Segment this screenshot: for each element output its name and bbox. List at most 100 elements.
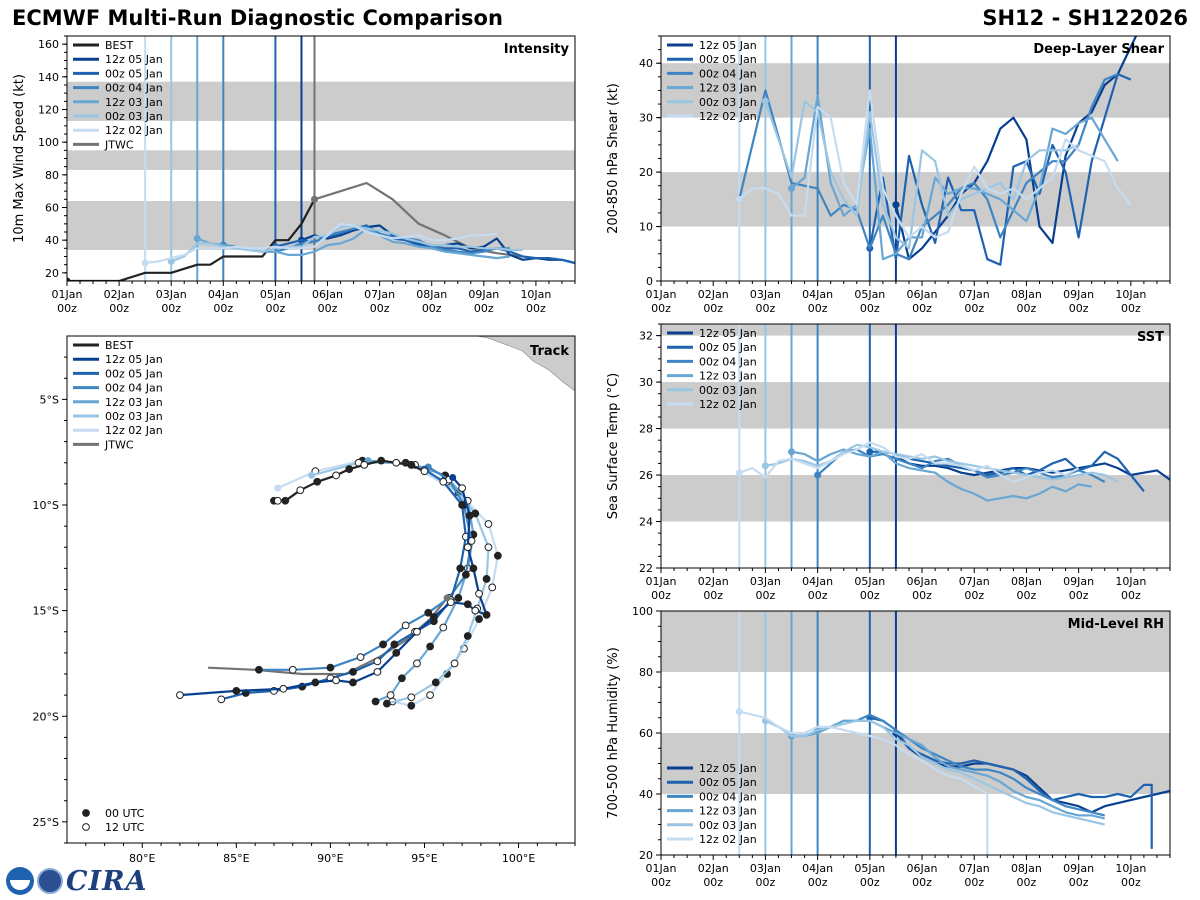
rh-y-tick-label: 100: [632, 605, 653, 618]
track-x-tick-label: 100°E: [502, 852, 535, 865]
intensity-series-start-dot: [67, 277, 71, 281]
track-line: [221, 468, 467, 701]
sst-series-start-dot: [814, 471, 822, 479]
cira-logo: CIRA: [6, 866, 148, 897]
intensity-y-tick-label: 120: [38, 104, 59, 117]
sst-frame: [660, 323, 1171, 569]
intensity-x-tick-label: 00z: [109, 302, 129, 315]
rh-y-tick-label: 60: [639, 727, 653, 740]
intensity-y-tick-label: 160: [38, 38, 59, 51]
track-init-dot: [449, 474, 457, 482]
track-legend-label: 00z 04 Jan: [105, 382, 163, 395]
sst-y-tick-label: 22: [639, 562, 653, 575]
track-position-marker: [463, 543, 472, 552]
rh-panel-title: Mid-Level RH: [1068, 617, 1164, 632]
rh-plot-area: [661, 611, 1170, 855]
track-plot-area: [175, 336, 575, 710]
track-position-marker: [360, 460, 369, 469]
shear-x-tick-label: 00z: [1069, 302, 1089, 315]
rh-x-tick-label: 05Jan: [854, 862, 885, 875]
intensity-legend-label: JTWC: [104, 138, 134, 151]
rh-x-tick-label: 01Jan: [646, 862, 677, 875]
track-landmass: [477, 336, 575, 392]
track-x-tick-label: 90°E: [317, 852, 343, 865]
sst-band: [661, 324, 1170, 336]
shear-band: [661, 63, 1170, 118]
intensity-legend-label: 12z 05 Jan: [105, 53, 163, 66]
intensity-legend-label: 00z 04 Jan: [105, 82, 163, 95]
shear-x-tick-label: 00z: [860, 302, 880, 315]
intensity-legend-label: BEST: [105, 39, 133, 52]
shear-y-tick-label: 40: [639, 57, 653, 70]
sst-x-tick-label: 00z: [651, 589, 671, 602]
rh-x-tick-label: 10Jan: [1115, 862, 1146, 875]
shear-y-tick-label: 10: [639, 221, 653, 234]
shear-series-line: [738, 89, 1132, 239]
intensity-x-tick-label: 00z: [266, 302, 286, 315]
intensity-x-tick-label: 06Jan: [312, 288, 343, 301]
sst-series-start-dot: [788, 448, 796, 456]
track-position-marker: [349, 667, 357, 676]
sst-series-start-dot: [735, 469, 743, 477]
track-position-marker: [296, 486, 305, 495]
sst-y-tick-label: 32: [639, 330, 653, 343]
shear-y-tick-label: 20: [639, 166, 653, 179]
sst-x-tick-label: 00z: [756, 589, 776, 602]
shear-x-tick-label: 00z: [703, 302, 723, 315]
sst-x-tick-label: 00z: [912, 589, 932, 602]
track-x-tick-label: 80°E: [129, 852, 155, 865]
intensity-x-tick-label: 00z: [213, 302, 233, 315]
rh-x-tick-label: 06Jan: [907, 862, 938, 875]
shear-x-tick-label: 04Jan: [802, 288, 833, 301]
intensity-y-tick-label: 60: [45, 202, 59, 215]
sst-x-tick-label: 00z: [1069, 589, 1089, 602]
sst-y-axis-label: Sea Surface Temp (°C): [606, 373, 621, 520]
track-position-marker: [454, 594, 463, 602]
shear-series-line: [790, 94, 1119, 261]
rh-legend-label: 00z 04 Jan: [699, 790, 757, 803]
sst-x-tick-label: 00z: [964, 589, 984, 602]
intensity-x-tick-label: 00z: [161, 302, 181, 315]
intensity-y-tick-label: 40: [45, 234, 59, 247]
sst-series-line: [791, 448, 1092, 502]
track-y-tick-label: 10°S: [33, 499, 59, 512]
sst-x-tick-label: 09Jan: [1063, 575, 1094, 588]
track-position-marker: [439, 477, 448, 486]
track-position-marker: [407, 460, 416, 469]
track-position-marker: [426, 691, 435, 700]
intensity-band: [67, 150, 575, 170]
shear-x-tick-label: 02Jan: [698, 288, 729, 301]
intensity-legend-label: 00z 05 Jan: [105, 67, 163, 80]
track-position-marker: [326, 663, 335, 672]
track-position-marker: [332, 471, 340, 480]
track-marker-legend-symbol: [82, 823, 90, 831]
rh-x-tick-label: 00z: [860, 876, 880, 889]
track-x-tick-label: 85°E: [223, 852, 249, 865]
sst-legend-label: 12z 03 Jan: [699, 370, 757, 383]
track-position-marker: [461, 570, 470, 579]
track-position-marker: [392, 458, 401, 467]
track-position-marker: [475, 589, 483, 598]
track-position-marker: [371, 697, 380, 706]
sst-x-tick-label: 00z: [860, 589, 880, 602]
track-position-marker: [392, 648, 401, 657]
track-position-marker: [349, 678, 357, 687]
shear-x-tick-label: 00z: [1121, 302, 1141, 315]
track-position-marker: [273, 496, 282, 505]
shear-y-axis-label: 200-850 hPa Shear (kt): [606, 83, 621, 234]
shear-y-tick-label: 30: [639, 112, 653, 125]
track-position-marker: [217, 695, 226, 704]
rh-y-tick-label: 40: [639, 788, 653, 801]
intensity-x-tick-label: 00z: [318, 302, 338, 315]
track-legend-label: JTWC: [104, 438, 134, 451]
intensity-series-start-dot: [193, 235, 201, 243]
shear-x-tick-label: 00z: [912, 302, 932, 315]
rh-x-tick-label: 02Jan: [698, 862, 729, 875]
track-position-marker: [458, 484, 467, 493]
intensity-x-tick-label: 07Jan: [364, 288, 395, 301]
rh-y-axis-label: 700-500 hPa Humidity (%): [606, 647, 621, 819]
track-position-marker: [450, 659, 459, 668]
track-legend-label: 12z 03 Jan: [105, 396, 163, 409]
track-x-tick-label: 95°E: [411, 852, 437, 865]
